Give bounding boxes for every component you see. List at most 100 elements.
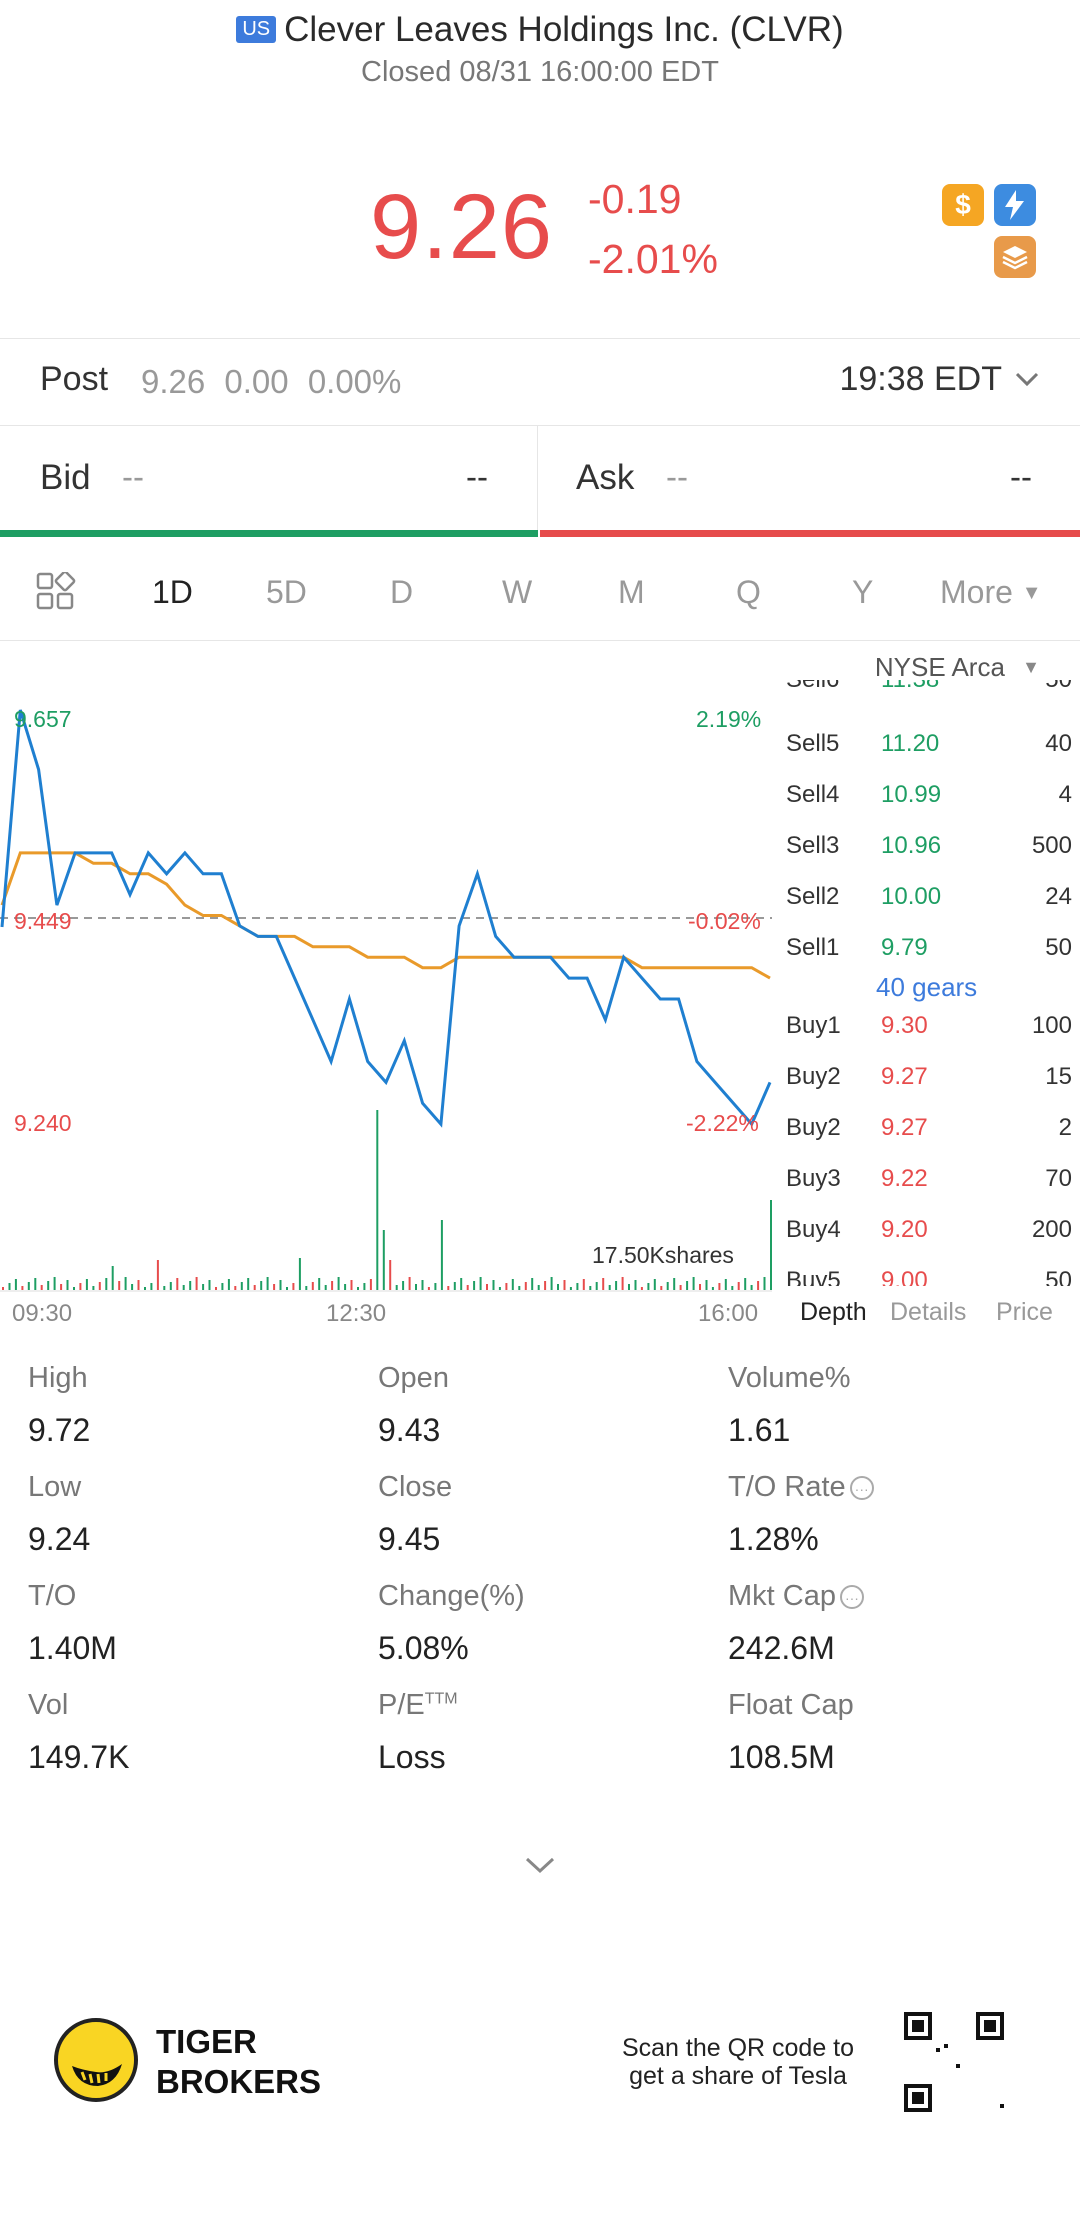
volume-bar: [292, 1283, 295, 1290]
volume-bar: [111, 1266, 114, 1290]
tab-price[interactable]: Price: [996, 1298, 1053, 1326]
tab-m[interactable]: M: [618, 574, 645, 610]
volume-bar: [2, 1287, 4, 1290]
info-icon[interactable]: ···: [839, 1585, 864, 1609]
volume-bar: [53, 1277, 56, 1290]
volume-bar: [357, 1287, 359, 1290]
volume-bar: [763, 1277, 766, 1290]
ask-row: Sell1 9.79 50: [786, 934, 1076, 985]
stat-turnover-rate-label[interactable]: T/O Rate ···: [728, 1471, 874, 1504]
ask-qty: 24: [1045, 883, 1072, 910]
volume-bar: [447, 1286, 450, 1290]
tab-details[interactable]: Details: [890, 1298, 967, 1326]
volume-bar: [131, 1284, 134, 1290]
ask-row: Sell3 10.96 500: [786, 832, 1076, 883]
volume-bar: [628, 1284, 630, 1290]
ask-name: Sell5: [786, 730, 840, 757]
bid-name: Buy2: [786, 1063, 841, 1090]
post-price: 9.26: [141, 363, 206, 400]
volume-bar: [253, 1285, 256, 1290]
ask-name: Sell3: [786, 832, 840, 859]
volume-bar: [60, 1284, 63, 1290]
tab-more-label: More: [940, 574, 1013, 610]
volume-bar: [98, 1282, 101, 1290]
volume-bar: [85, 1279, 88, 1290]
bid-price: 9.22: [881, 1165, 928, 1192]
volume-bar: [724, 1279, 727, 1290]
tab-d[interactable]: D: [390, 574, 414, 610]
volume-bar: [621, 1277, 624, 1290]
stat-high-label: High: [28, 1362, 88, 1394]
info-icon[interactable]: ···: [849, 1476, 874, 1500]
stat-low-label: Low: [28, 1471, 82, 1503]
book-tabs: Depth Details Price: [800, 1298, 1080, 1334]
tab-q[interactable]: Q: [736, 574, 761, 610]
tab-more[interactable]: More ▼: [940, 574, 1042, 611]
tab-y[interactable]: Y: [852, 574, 874, 610]
tab-1d[interactable]: 1D: [152, 574, 193, 610]
stat-volpct-label: Volume%: [728, 1362, 851, 1394]
bid-size: --: [122, 458, 144, 495]
bid-name: Buy3: [786, 1165, 841, 1192]
stat-vol: 149.7K: [28, 1739, 130, 1775]
volume-bar: [105, 1278, 108, 1290]
period-tabs: 1D 5D D W M Q Y More ▼: [0, 560, 1080, 640]
volume-bar: [363, 1283, 366, 1290]
volume-bar: [169, 1282, 172, 1290]
ask-ratio-bar: [540, 530, 1080, 537]
bid-qty: 100: [1031, 1012, 1072, 1039]
volume-bar: [408, 1277, 411, 1290]
scan-text: Scan the QR code to get a share of Tesla: [600, 2034, 876, 2090]
pe-label-text: P/E: [378, 1689, 425, 1721]
grid-icon[interactable]: [36, 570, 76, 620]
volume-bar: [298, 1258, 301, 1290]
volume-bar: [705, 1280, 708, 1290]
volume-bar: [34, 1278, 37, 1290]
exchange-selector[interactable]: NYSE Arca ▼: [875, 652, 1040, 683]
stat-close-label: Close: [378, 1471, 453, 1503]
chart-high-price: 9.657: [14, 706, 72, 732]
volume-bar: [234, 1286, 237, 1290]
tab-5d[interactable]: 5D: [266, 574, 307, 610]
stat-floatcap-label: Float Cap: [728, 1689, 854, 1721]
volume-bar: [640, 1287, 643, 1290]
pe-ttm: TTM: [424, 1690, 458, 1708]
volume-bar: [189, 1281, 192, 1290]
stat-floatcap: 108.5M: [728, 1739, 835, 1775]
bid-row: Buy2 9.27 2: [786, 1114, 1076, 1165]
qr-code-icon: [904, 2012, 1004, 2112]
dollar-icon[interactable]: $: [942, 184, 984, 226]
exchange-name: NYSE Arca: [874, 652, 1005, 682]
ask-value: --: [1010, 458, 1032, 495]
stack-icon[interactable]: [994, 236, 1036, 278]
order-book[interactable]: Sell6 11.38 50 Sell5 11.20 40 Sell4 10.9…: [786, 680, 1080, 1286]
volume-bar: [498, 1287, 501, 1290]
volume-bar: [473, 1281, 476, 1290]
volume-bar: [544, 1281, 547, 1290]
chevron-down-icon[interactable]: [1014, 360, 1040, 408]
stat-mktcap-label[interactable]: Mkt Cap ···: [728, 1580, 864, 1613]
volume-bar: [324, 1285, 327, 1290]
bid-price: 9.00: [881, 1267, 928, 1286]
volume-bar: [731, 1286, 734, 1290]
tab-w[interactable]: W: [502, 574, 533, 610]
volume-bar: [389, 1260, 392, 1290]
volume-bar: [118, 1281, 121, 1290]
intraday-chart[interactable]: [0, 640, 775, 1300]
volume-bar: [382, 1230, 385, 1290]
tab-depth[interactable]: Depth: [800, 1298, 867, 1326]
volume-bar: [79, 1283, 82, 1290]
stat-open-label: Open: [378, 1362, 449, 1394]
price-line: [0, 709, 772, 1128]
volume-bar: [402, 1281, 405, 1290]
volume-bar: [518, 1286, 521, 1290]
volume-bar: [344, 1284, 347, 1290]
lightning-icon[interactable]: [994, 184, 1036, 226]
volume-bar: [557, 1284, 559, 1290]
volume-bar: [421, 1280, 424, 1290]
bid-row: Buy5 9.00 50: [786, 1267, 1076, 1286]
volume-bar: [8, 1283, 11, 1290]
divider: [0, 338, 1080, 339]
gears-label[interactable]: 40 gears: [876, 972, 978, 1002]
expand-chevron-icon[interactable]: [0, 1848, 1080, 1885]
